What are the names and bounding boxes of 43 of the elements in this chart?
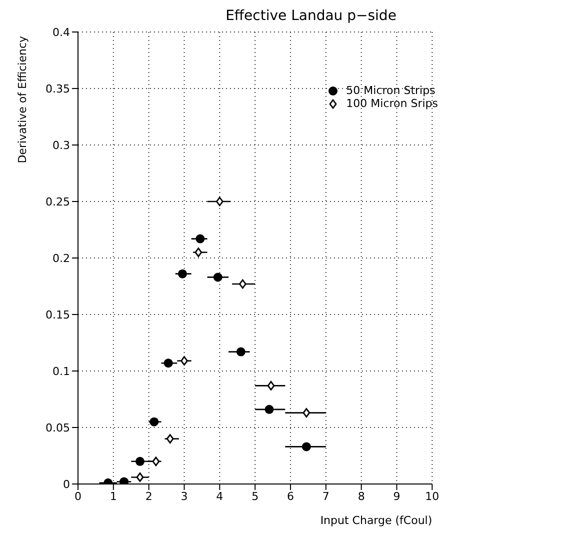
y-tick-label: 0.25 <box>46 195 70 208</box>
legend-label: 50 Micron Strips <box>346 84 436 97</box>
x-tick-label: 8 <box>358 490 365 503</box>
x-tick-label: 4 <box>216 490 224 503</box>
y-tick-label: 0.3 <box>52 138 70 152</box>
point <box>135 456 144 466</box>
point <box>213 272 222 282</box>
point <box>180 356 188 366</box>
point <box>302 408 310 418</box>
legend-label: 100 Micron Srips <box>346 97 438 110</box>
point <box>150 417 159 426</box>
x-tick-label: 10 <box>425 490 440 503</box>
y-tick-label: 0.15 <box>46 308 70 322</box>
x-tick-label: 3 <box>180 490 188 503</box>
y-tick-label: 0.4 <box>52 26 70 39</box>
point <box>236 347 246 356</box>
point <box>166 434 174 444</box>
point <box>152 456 160 466</box>
point <box>302 442 311 452</box>
point <box>194 248 202 258</box>
y-tick-label: 0 <box>63 478 70 491</box>
point <box>267 380 275 390</box>
x-tick-label: 1 <box>110 490 117 503</box>
y-axis-title: Derivative of Efficiency <box>16 36 29 164</box>
y-tick-label: 0.35 <box>46 82 70 96</box>
x-tick-label: 5 <box>252 490 259 503</box>
y-tick-label: 0.2 <box>52 252 70 265</box>
point <box>178 269 187 278</box>
x-tick-label: 9 <box>393 490 400 503</box>
point <box>216 196 224 206</box>
chart-title: Effective Landau p−side <box>224 8 398 24</box>
x-axis-title: Input Charge (fCoul) <box>320 514 432 527</box>
point <box>196 234 205 244</box>
point <box>264 404 274 414</box>
y-tick-label: 0.05 <box>46 421 70 434</box>
point <box>136 472 144 482</box>
x-tick-label: 2 <box>145 490 152 503</box>
point <box>238 279 246 289</box>
x-tick-label: 6 <box>286 490 294 503</box>
point <box>164 358 173 368</box>
x-tick-label: 0 <box>74 490 82 503</box>
y-tick-label: 0.1 <box>52 364 70 378</box>
x-tick-label: 7 <box>322 490 330 503</box>
